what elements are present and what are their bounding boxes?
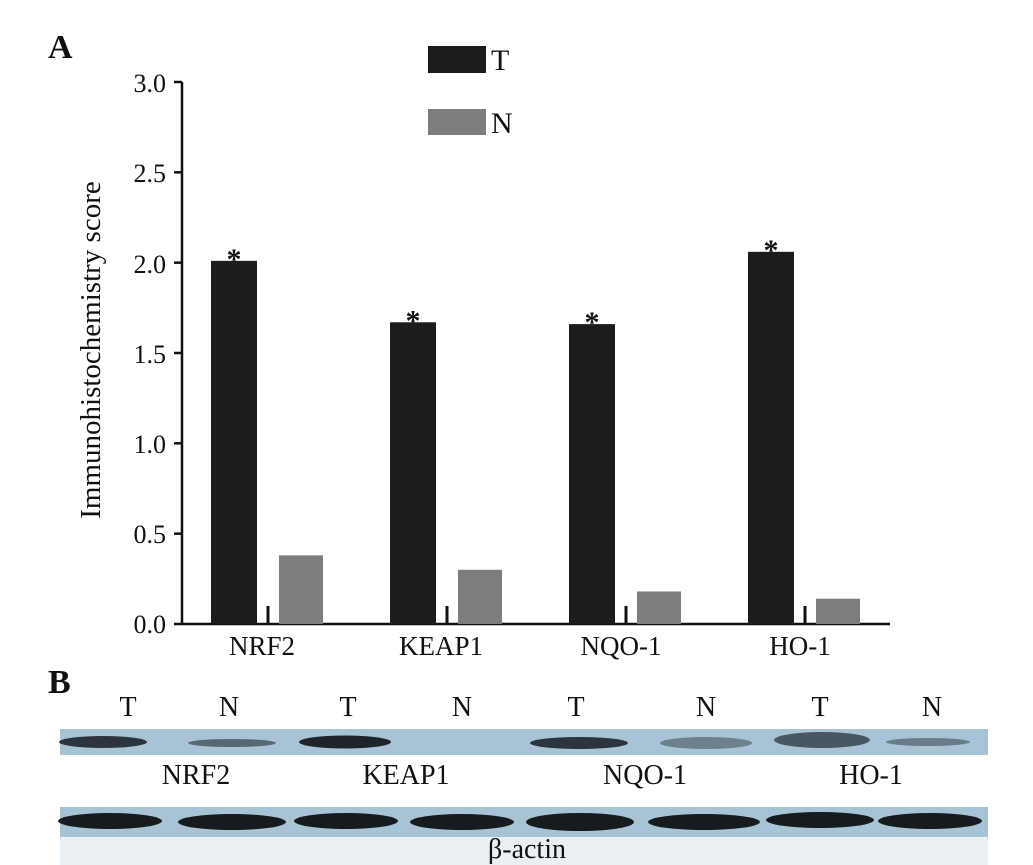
band [530, 737, 628, 749]
y-tick-label: 3.0 [134, 69, 167, 98]
lane-label: T [119, 692, 136, 723]
bar-n-ho1 [816, 598, 860, 624]
blot-labels: NRF2 KEAP1 NQO-1 HO-1 [162, 760, 903, 791]
band [526, 813, 634, 831]
band [294, 813, 398, 829]
band [886, 738, 970, 746]
band [58, 813, 162, 829]
y-tick-label: 1.0 [134, 430, 167, 459]
lane-label: N [219, 692, 239, 723]
band [59, 736, 147, 748]
blot-label-nqo1: NQO-1 [603, 760, 687, 791]
blot-strip-actin: β-actin [58, 807, 988, 865]
bar-t-ho1 [748, 251, 794, 624]
bar-t-keap1 [390, 322, 436, 624]
lane-label: N [696, 692, 716, 723]
legend-swatch-t [428, 46, 486, 73]
bar-n-keap1 [458, 569, 502, 624]
band [648, 814, 760, 830]
category-labels: NRF2 KEAP1 NQO-1 HO-1 [229, 631, 831, 661]
lane-labels: T N T N T N T N [119, 692, 942, 723]
bar-n-nqo1 [637, 591, 681, 624]
lane-label: T [567, 692, 584, 723]
blot-strip-targets [59, 729, 988, 755]
significance-star-nqo1: * [585, 306, 600, 339]
significance-star-nrf2: * [227, 243, 242, 276]
bar-t-nqo1 [569, 324, 615, 624]
significance-star-keap1: * [406, 304, 421, 337]
legend-label-n: N [491, 107, 513, 140]
y-axis-label: Immunohistochemistry score [75, 181, 107, 518]
panel-b-label: B [48, 664, 71, 701]
band [299, 735, 391, 749]
lane-label: T [339, 692, 356, 723]
y-tick-label: 2.5 [134, 159, 167, 188]
band [878, 813, 982, 829]
legend-label-t: T [491, 44, 509, 77]
blot-label-ho1: HO-1 [839, 760, 903, 791]
panel-a-label: A [48, 29, 73, 66]
blot-label-nrf2: NRF2 [162, 760, 230, 791]
y-tick-label: 2.0 [134, 250, 167, 279]
y-tick-label: 1.5 [134, 340, 167, 369]
band [766, 812, 874, 828]
blot-label-beta-actin: β-actin [488, 834, 566, 865]
band [188, 739, 276, 747]
y-tick-label: 0.5 [134, 520, 167, 549]
band [774, 732, 870, 748]
lane-label: N [922, 692, 942, 723]
category-label-ho1: HO-1 [769, 631, 831, 661]
bar-n-nrf2 [279, 555, 323, 624]
category-label-keap1: KEAP1 [399, 631, 483, 661]
lane-label: T [811, 692, 828, 723]
bars: * * * * [211, 234, 860, 624]
legend-swatch-n [428, 109, 486, 135]
blot-label-keap1: KEAP1 [362, 760, 449, 791]
legend: T N [428, 44, 513, 140]
y-ticks: 0.0 0.5 1.0 1.5 2.0 2.5 3.0 [134, 69, 182, 639]
blot-strip-lower-area [60, 837, 988, 865]
significance-star-ho1: * [764, 234, 779, 267]
band [660, 737, 752, 749]
band [178, 814, 286, 830]
category-label-nqo1: NQO-1 [581, 631, 662, 661]
y-tick-label: 0.0 [134, 610, 167, 639]
category-label-nrf2: NRF2 [229, 631, 295, 661]
bar-t-nrf2 [211, 260, 257, 624]
lane-label: N [452, 692, 472, 723]
band [410, 814, 514, 830]
